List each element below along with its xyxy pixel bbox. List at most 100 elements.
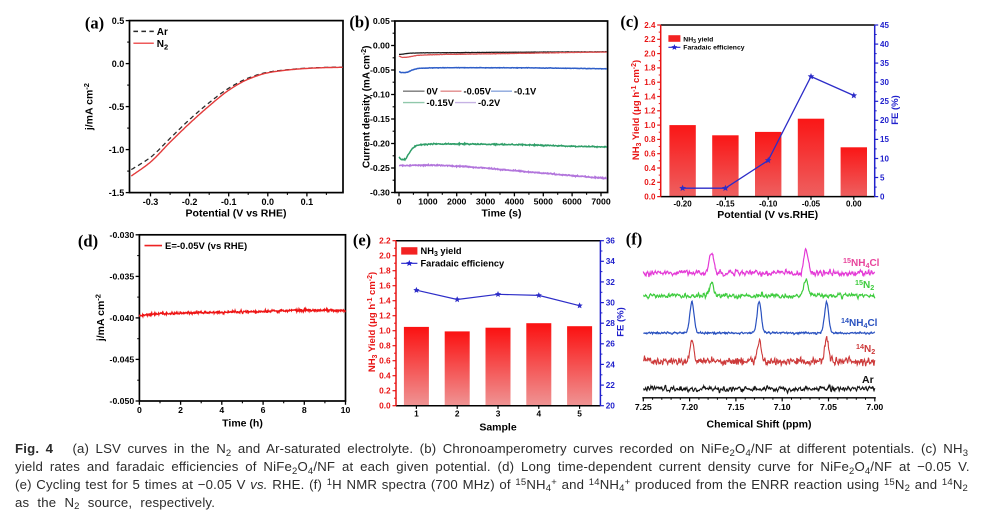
- svg-text:1.8: 1.8: [379, 266, 391, 276]
- svg-text:Faradaic efficiency: Faradaic efficiency: [421, 259, 506, 269]
- svg-text:0.4: 0.4: [379, 371, 391, 381]
- svg-text:0.0: 0.0: [112, 59, 125, 69]
- svg-text:6: 6: [261, 405, 266, 415]
- svg-text:1.2: 1.2: [379, 311, 391, 321]
- svg-text:2000: 2000: [447, 197, 466, 207]
- svg-text:5: 5: [880, 173, 885, 182]
- svg-text:0.8: 0.8: [644, 135, 656, 144]
- svg-text:2: 2: [178, 405, 183, 415]
- svg-text:-0.040: -0.040: [110, 313, 135, 323]
- svg-text:NH3 Yield (μg h-1 cm-2): NH3 Yield (μg h-1 cm-2): [367, 272, 379, 372]
- svg-text:NH3 yield: NH3 yield: [683, 36, 713, 45]
- svg-text:NH3 yield: NH3 yield: [421, 246, 462, 258]
- svg-text:8: 8: [302, 405, 307, 415]
- svg-text:-0.20: -0.20: [370, 139, 390, 149]
- svg-text:15N2: 15N2: [855, 278, 874, 292]
- svg-text:14NH4Cl: 14NH4Cl: [841, 316, 878, 330]
- svg-text:7.15: 7.15: [727, 402, 744, 412]
- svg-text:15NH4Cl: 15NH4Cl: [843, 256, 880, 270]
- svg-text:j/mA cm-2: j/mA cm-2: [82, 83, 96, 131]
- svg-text:2.0: 2.0: [379, 251, 391, 261]
- svg-text:0.00: 0.00: [846, 199, 862, 208]
- svg-text:FE (%): FE (%): [616, 307, 627, 337]
- svg-text:34: 34: [606, 256, 616, 266]
- svg-text:Chemical Shift (ppm): Chemical Shift (ppm): [706, 419, 811, 431]
- svg-text:0.1: 0.1: [301, 197, 314, 207]
- svg-text:Sample: Sample: [479, 422, 517, 434]
- svg-text:-0.20: -0.20: [673, 199, 692, 208]
- svg-text:15: 15: [880, 135, 889, 144]
- svg-text:7.00: 7.00: [866, 402, 883, 412]
- svg-text:0.5: 0.5: [112, 16, 125, 26]
- svg-text:10: 10: [341, 405, 351, 415]
- svg-text:-0.30: -0.30: [370, 188, 390, 198]
- svg-text:30: 30: [880, 78, 889, 87]
- svg-text:-0.05V: -0.05V: [464, 87, 492, 97]
- svg-text:j/mA cm-2: j/mA cm-2: [94, 294, 108, 342]
- svg-text:(e): (e): [353, 231, 371, 250]
- svg-text:1.4: 1.4: [644, 92, 656, 101]
- svg-text:0.4: 0.4: [644, 164, 656, 173]
- svg-text:-0.035: -0.035: [110, 271, 135, 281]
- svg-text:28: 28: [606, 318, 616, 328]
- svg-text:4: 4: [219, 405, 224, 415]
- svg-text:25: 25: [880, 97, 889, 106]
- svg-text:35: 35: [880, 59, 889, 68]
- svg-text:3000: 3000: [476, 197, 495, 207]
- svg-text:6000: 6000: [562, 197, 581, 207]
- svg-text:NH3 Yield (μg h-1 cm-2): NH3 Yield (μg h-1 cm-2): [631, 60, 643, 160]
- svg-text:2.2: 2.2: [379, 236, 391, 246]
- svg-text:Faradaic efficiency: Faradaic efficiency: [683, 45, 744, 52]
- svg-text:0.2: 0.2: [379, 386, 391, 396]
- svg-text:(c): (c): [620, 12, 638, 31]
- svg-text:-0.05: -0.05: [370, 65, 390, 75]
- svg-text:Potential (V vs RHE): Potential (V vs RHE): [186, 208, 287, 220]
- svg-text:(f): (f): [626, 230, 642, 249]
- svg-text:0.0: 0.0: [379, 401, 391, 411]
- svg-text:1.4: 1.4: [379, 296, 391, 306]
- svg-text:0: 0: [880, 192, 885, 201]
- svg-text:-0.10: -0.10: [370, 90, 390, 100]
- svg-text:-0.15: -0.15: [370, 114, 390, 124]
- svg-text:2.4: 2.4: [644, 21, 656, 30]
- svg-text:-1.5: -1.5: [109, 188, 125, 198]
- svg-text:Time (h): Time (h): [222, 418, 263, 430]
- svg-text:0.6: 0.6: [644, 150, 656, 159]
- svg-text:-0.2: -0.2: [182, 197, 198, 207]
- svg-text:-1.0: -1.0: [109, 145, 125, 155]
- svg-text:-0.15V: -0.15V: [427, 98, 455, 108]
- svg-text:Time (s): Time (s): [481, 208, 521, 220]
- svg-text:7.10: 7.10: [774, 402, 791, 412]
- svg-text:(b): (b): [349, 13, 369, 32]
- svg-text:-0.045: -0.045: [110, 354, 135, 364]
- svg-text:-0.1V: -0.1V: [514, 87, 537, 97]
- svg-text:0.0: 0.0: [262, 197, 275, 207]
- svg-text:20: 20: [606, 401, 616, 411]
- svg-text:(a): (a): [85, 14, 104, 33]
- svg-text:0: 0: [137, 405, 142, 415]
- svg-text:1.6: 1.6: [379, 281, 391, 291]
- svg-text:1: 1: [414, 409, 419, 419]
- svg-text:N2: N2: [157, 39, 168, 52]
- svg-text:0.2: 0.2: [644, 178, 656, 187]
- svg-text:32: 32: [606, 277, 616, 287]
- svg-text:-0.05: -0.05: [802, 199, 821, 208]
- svg-text:(d): (d): [78, 232, 98, 251]
- svg-text:1.0: 1.0: [379, 326, 391, 336]
- svg-text:1.8: 1.8: [644, 64, 656, 73]
- svg-text:10: 10: [880, 154, 889, 163]
- svg-text:5000: 5000: [534, 197, 553, 207]
- svg-text:E=-0.05V (vs RHE): E=-0.05V (vs RHE): [165, 241, 247, 252]
- svg-text:Potential (V vs.RHE): Potential (V vs.RHE): [717, 209, 818, 221]
- svg-text:7.05: 7.05: [820, 402, 837, 412]
- svg-text:-0.3: -0.3: [143, 197, 159, 207]
- svg-text:0V: 0V: [427, 87, 439, 97]
- svg-text:1.6: 1.6: [644, 78, 656, 87]
- svg-text:0.0: 0.0: [644, 192, 656, 201]
- svg-text:30: 30: [606, 298, 616, 308]
- svg-text:5: 5: [577, 409, 582, 419]
- svg-text:0.8: 0.8: [379, 341, 391, 351]
- svg-text:2.0: 2.0: [644, 49, 656, 58]
- svg-text:-0.15: -0.15: [716, 199, 735, 208]
- svg-text:7000: 7000: [591, 197, 610, 207]
